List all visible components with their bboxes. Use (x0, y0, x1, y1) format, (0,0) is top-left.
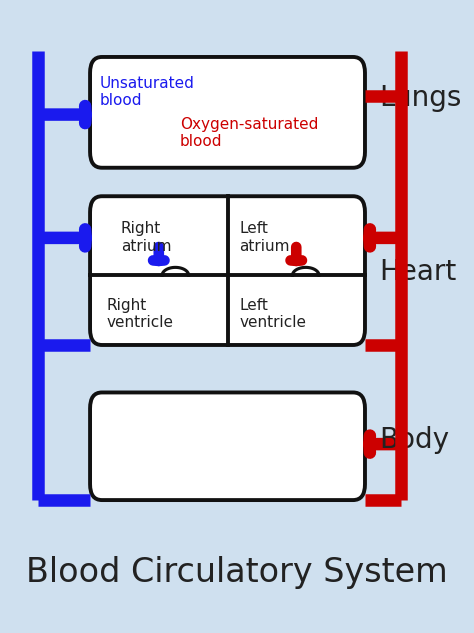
Text: Oxygen-saturated
blood: Oxygen-saturated blood (180, 116, 319, 149)
Text: Unsaturated
blood: Unsaturated blood (100, 75, 194, 108)
Text: Heart: Heart (379, 258, 456, 286)
FancyBboxPatch shape (90, 392, 365, 500)
Text: Left
ventricle: Left ventricle (239, 298, 306, 330)
FancyBboxPatch shape (90, 57, 365, 168)
Text: Body: Body (379, 426, 449, 454)
Text: Lungs: Lungs (379, 84, 462, 112)
Text: Left
atrium: Left atrium (239, 221, 290, 254)
Text: Right
atrium: Right atrium (121, 221, 172, 254)
Text: Right
ventricle: Right ventricle (107, 298, 173, 330)
FancyBboxPatch shape (90, 196, 365, 345)
Text: Blood Circulatory System: Blood Circulatory System (26, 556, 448, 589)
